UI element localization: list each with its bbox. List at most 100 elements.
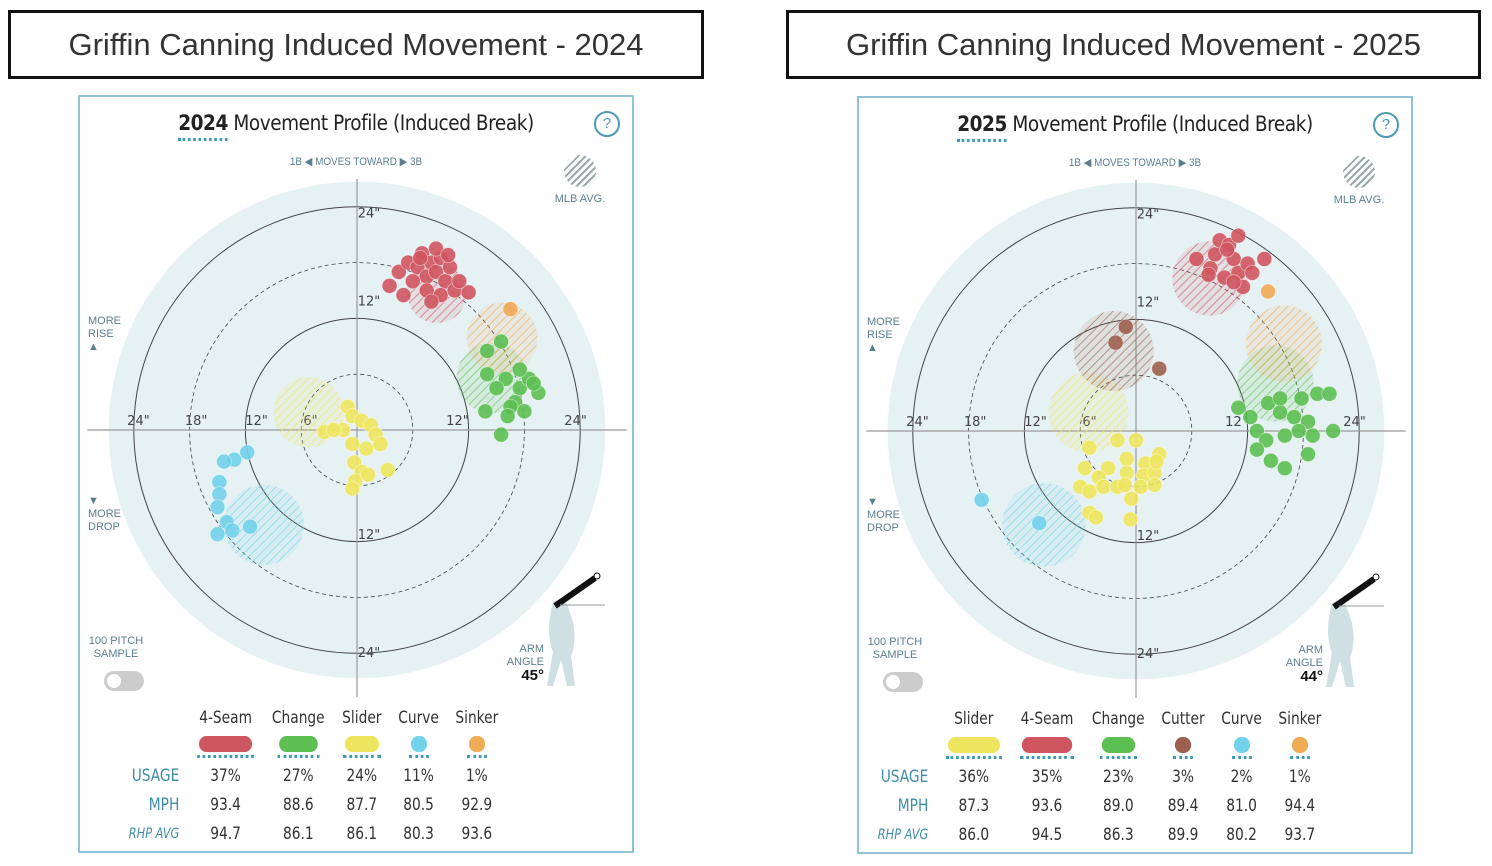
usage-value: 35% <box>1031 766 1063 787</box>
help-icon[interactable]: ? <box>594 111 620 137</box>
pitch-point-slider <box>1116 477 1133 493</box>
more-drop-text: MORE <box>867 509 900 521</box>
pitch-name: Sinker <box>1278 708 1322 729</box>
sample-label: SAMPLE <box>872 649 918 661</box>
usage-label: USAGE <box>131 765 180 786</box>
sample-label: SAMPLE <box>93 648 139 660</box>
more-rise-label: MORE RISE ▲ <box>88 315 121 354</box>
usage-row: USAGE 36% 35% 23% 3% 2% 1% <box>869 762 1330 791</box>
pitch-color-swatch[interactable] <box>1292 736 1309 753</box>
mph-row: MPH 93.4 88.6 87.7 80.5 92.9 <box>120 790 506 819</box>
title-year: 2024 <box>178 111 228 141</box>
more-rise-text: MORE <box>88 315 121 327</box>
pitch-point-slider <box>379 462 396 478</box>
mph-value: 94.4 <box>1284 795 1316 816</box>
pitch-color-swatch[interactable] <box>1021 736 1072 753</box>
pitch-point-change <box>525 375 542 392</box>
down-arrow-icon: ▼ <box>867 496 878 508</box>
mlb-avg-circle-sinker <box>1245 305 1322 382</box>
pitch-color-swatch[interactable] <box>409 735 427 752</box>
pitch-name: Slider <box>954 708 994 729</box>
pitch-color-swatch[interactable] <box>1101 736 1135 753</box>
rhp_avg-value: 80.3 <box>402 823 434 844</box>
pitch-point-slider <box>1118 450 1135 467</box>
arm-angle-value: 44° <box>1300 668 1323 685</box>
mph-value: 80.5 <box>402 794 434 815</box>
help-icon[interactable]: ? <box>1373 112 1399 138</box>
pitch-point-slider <box>1148 453 1165 470</box>
more-rise-text: RISE <box>867 329 893 341</box>
tick-label: 24" <box>358 206 381 221</box>
mph-label: MPH <box>148 794 180 815</box>
rhp_avg-value: 94.7 <box>210 823 242 844</box>
usage-value: 27% <box>283 765 314 786</box>
pitch-color-swatch[interactable] <box>279 735 319 752</box>
dotted-underline <box>1099 755 1137 759</box>
tick-label: 12" <box>245 414 268 429</box>
mlb-avg-circle-cutter <box>1073 311 1154 392</box>
usage-value: 1% <box>1289 766 1312 787</box>
pitch-point-change <box>479 366 496 383</box>
pitch-point-slider <box>1122 511 1139 528</box>
pitch-sample-toggle[interactable] <box>883 672 923 692</box>
pitch-point-change <box>511 361 528 378</box>
usage-value: 36% <box>958 766 990 787</box>
pitch-name: Change <box>1091 708 1145 729</box>
pitch-point-change <box>1276 427 1293 444</box>
pitch-point-curve <box>224 522 241 539</box>
pitch-point-curve <box>1031 515 1048 531</box>
pitch-point-slider <box>1088 509 1104 526</box>
more-rise-label: MORE RISE ▲ <box>867 316 900 355</box>
tick-label: 12" <box>1225 415 1248 430</box>
down-arrow-icon: ▼ <box>88 495 99 507</box>
rhp_avg-value: 86.1 <box>283 823 314 844</box>
pitch-point-change <box>1276 460 1293 477</box>
dotted-underline <box>946 755 1002 759</box>
rhp_avg-value: 86.0 <box>958 824 990 845</box>
pitch-point-change <box>1230 399 1247 416</box>
pitch-point-curve <box>242 518 258 535</box>
swatch-row <box>120 732 506 761</box>
pitch-color-swatch[interactable] <box>199 735 253 752</box>
pitch-point-change <box>488 380 505 397</box>
sample-label: 100 PITCH <box>88 635 144 647</box>
rhp_avg-row: RHP AVG 86.0 94.5 86.3 89.9 80.2 93.7 <box>869 820 1330 849</box>
pitch-point-curve <box>973 491 990 508</box>
pitch-point-sinker <box>1260 283 1276 300</box>
pitch-point-slider <box>1132 478 1149 495</box>
usage-value: 23% <box>1102 766 1134 787</box>
pitch-name: Cutter <box>1161 708 1205 729</box>
rhp_avg-value: 86.1 <box>346 823 378 844</box>
title-text: Movement Profile (Induced Break) <box>1006 112 1313 136</box>
pitch-point-4-seam <box>440 247 457 264</box>
pitch-point-sinker <box>502 301 519 318</box>
tick-label: 12" <box>1024 415 1047 430</box>
pitch-color-swatch[interactable] <box>1233 736 1251 753</box>
pitch-point-slider <box>360 466 377 483</box>
pitch-stats-table: 4-Seam Change Slider Curve Sinker USAGE 37% 27%… <box>120 703 506 848</box>
pitch-sample-toggle[interactable] <box>104 671 144 691</box>
pitch-point-4-seam <box>395 287 412 304</box>
pitch-color-swatch[interactable] <box>1175 736 1192 753</box>
pitch-point-4-seam <box>1244 264 1261 281</box>
pitch-color-swatch[interactable] <box>947 736 1000 753</box>
panel-title: 2024 Movement Profile (Induced Break) <box>113 111 599 141</box>
rhp_avg-label: RHP AVG <box>128 825 180 842</box>
moves-toward-label: 1B ◀ MOVES TOWARD ▶ 3B <box>1068 157 1202 169</box>
usage-value: 2% <box>1230 766 1253 787</box>
pitch-point-change <box>1300 446 1316 463</box>
pitch-point-change <box>1248 441 1265 458</box>
pitch-color-swatch[interactable] <box>468 735 485 752</box>
pitch-color-swatch[interactable] <box>344 735 379 752</box>
tick-label: 24" <box>564 414 587 429</box>
mph-row: MPH 87.3 93.6 89.0 89.4 81.0 94.4 <box>869 791 1330 820</box>
pitch-point-4-seam <box>404 273 421 290</box>
usage-value: 11% <box>402 765 434 786</box>
dotted-underline <box>1290 755 1311 759</box>
swatch-row <box>869 733 1330 762</box>
pitch-point-slider <box>1128 432 1144 449</box>
usage-value: 24% <box>346 765 377 786</box>
pitch-point-cutter <box>1117 318 1134 335</box>
movement-chart: 24"18"12"6"12"24"24"12"12"24" <box>87 178 627 697</box>
hatch-circle-icon <box>1343 156 1375 188</box>
